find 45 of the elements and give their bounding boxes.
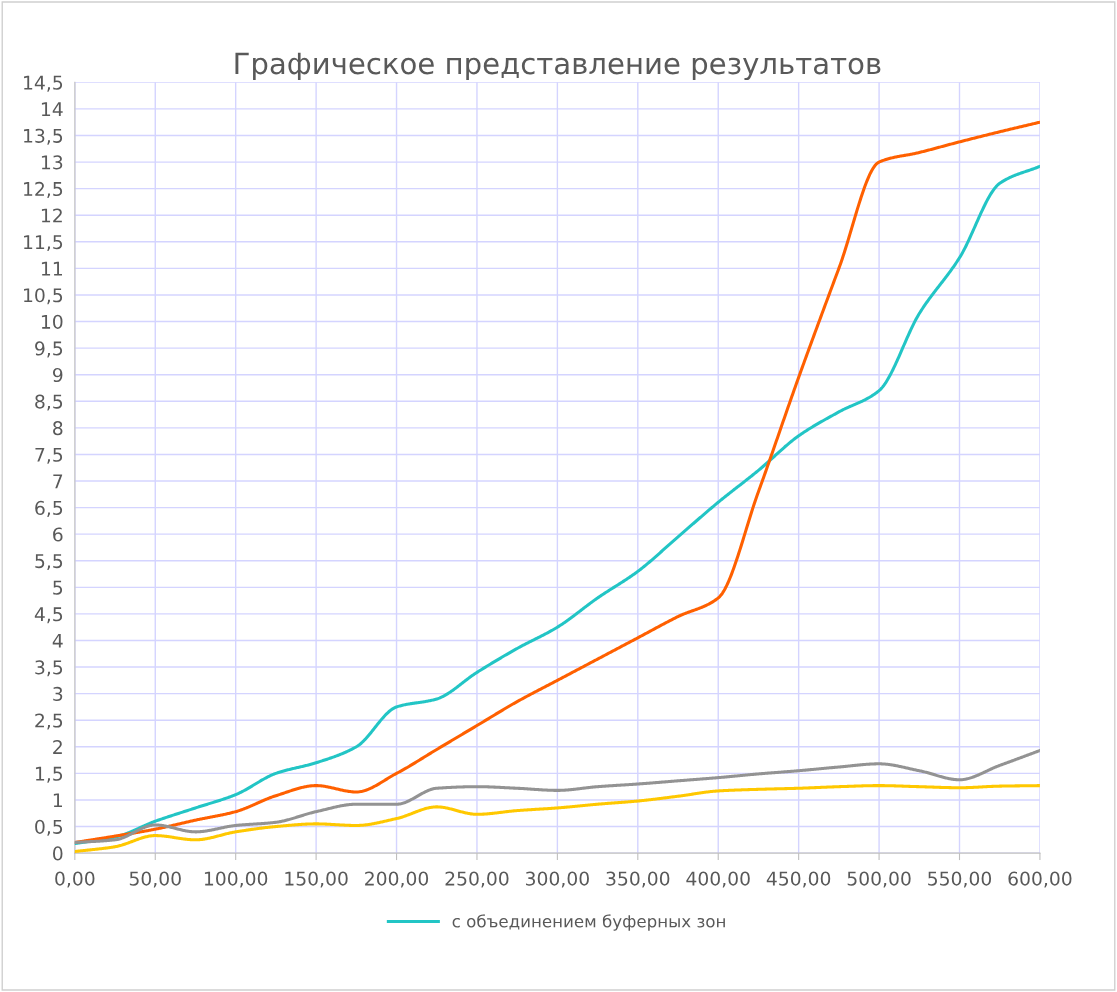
y-tick-label: 5 (53, 580, 63, 595)
x-tick-label: 450,00 (766, 871, 831, 888)
y-tick-label: 9 (52, 367, 63, 383)
y-tick-label: 2,5 (35, 713, 63, 730)
x-tick-label: 200,00 (365, 871, 429, 888)
y-tick-label: 6 (53, 527, 63, 542)
y-tick-label: 11,5 (24, 235, 63, 252)
x-tick-label: 150,00 (285, 871, 348, 888)
y-tick-label: 4 (52, 633, 63, 648)
y-tick-label: 3,5 (35, 660, 63, 677)
y-tick-label: 14 (41, 102, 63, 117)
y-tick-label: 3 (53, 686, 63, 702)
y-tick-label: 0 (53, 846, 63, 861)
x-tick-label: 400,00 (686, 871, 750, 888)
y-tick-label: 12,5 (24, 181, 63, 198)
y-tick-label: 10 (41, 314, 63, 329)
chart-title: Графическое представление результатов (235, 52, 881, 81)
x-tick-label: 550,00 (928, 871, 992, 888)
x-tick-label: 0,00 (55, 871, 95, 888)
y-tick-label: 13,5 (24, 128, 63, 145)
x-tick-label: 600,00 (1008, 871, 1072, 888)
x-tick-label: 100,00 (204, 871, 268, 888)
y-tick-label: 0,5 (35, 819, 63, 836)
y-tick-label: 7,5 (35, 447, 63, 464)
y-tick-label: 14,5 (24, 75, 63, 92)
x-tick-label: 250,00 (445, 871, 509, 888)
y-tick-label: 10,5 (24, 288, 63, 305)
y-tick-label: 2 (53, 740, 62, 754)
y-tick-label: 8 (53, 421, 63, 436)
y-tick-label: 7 (53, 474, 63, 489)
x-tick-label: 300,00 (526, 871, 589, 888)
y-tick-label: 8,5 (35, 394, 63, 411)
y-tick-label: 13 (41, 155, 63, 170)
x-tick-label: 500,00 (847, 871, 911, 888)
y-tick-label: 9,5 (35, 341, 63, 358)
y-tick-label: 12 (41, 208, 62, 223)
y-tick-label: 11 (41, 261, 62, 276)
legend-label: с объединением буферных зон (452, 914, 725, 931)
y-tick-label: 1 (53, 793, 62, 808)
x-tick-label: 350,00 (606, 871, 670, 888)
y-tick-label: 5,5 (35, 554, 63, 571)
y-tick-label: 4,5 (34, 607, 63, 624)
y-tick-label: 6,5 (35, 500, 63, 517)
x-tick-label: 50,00 (129, 871, 181, 888)
y-tick-label: 1,5 (35, 766, 63, 783)
